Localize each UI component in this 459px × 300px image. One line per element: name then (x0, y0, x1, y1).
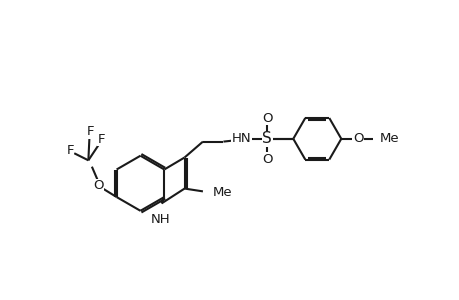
Text: F: F (66, 144, 73, 157)
Text: O: O (261, 153, 272, 166)
Text: F: F (98, 133, 105, 146)
Text: O: O (93, 179, 103, 192)
Text: NH: NH (151, 213, 170, 226)
Text: O: O (352, 132, 363, 145)
Text: F: F (86, 125, 94, 138)
Text: HN: HN (231, 132, 251, 145)
Text: Me: Me (379, 132, 398, 145)
Text: Me: Me (213, 186, 232, 199)
Text: S: S (262, 131, 271, 146)
Text: O: O (261, 112, 272, 125)
